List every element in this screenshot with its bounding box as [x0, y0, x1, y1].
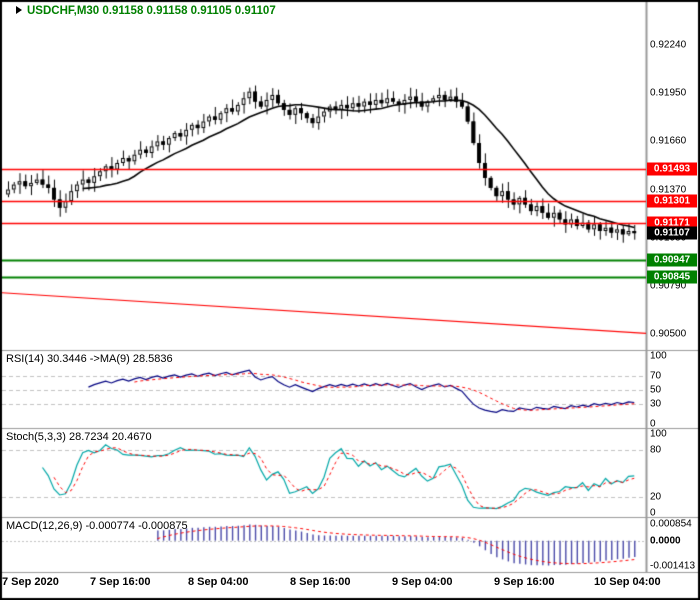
price-tick-label: 0.91370 [650, 184, 687, 196]
macd-tick-label: 0.000854 [650, 518, 692, 530]
chart-ohlc-header: USDCHF,M30 0.91158 0.91158 0.91105 0.911… [16, 5, 276, 17]
ohlc-text: USDCHF,M30 0.91158 0.91158 0.91105 0.911… [27, 5, 276, 17]
price-level-tag-resistance: 0.91301 [647, 194, 697, 208]
rsi-header: RSI(14) 30.3446 ->MA(9) 28.5836 [6, 353, 173, 365]
rsi-tick-label: 70 [650, 370, 662, 382]
time-axis-label: 8 Sep 16:00 [290, 576, 351, 588]
price-level-tag-resistance: 0.91493 [647, 162, 697, 176]
price-level-tag-resistance: 0.91171 [647, 216, 697, 230]
price-tick-label: 0.90500 [650, 328, 687, 340]
rsi-tick-label: 100 [650, 350, 667, 362]
price-tick-label: 0.91660 [650, 135, 687, 147]
stoch-tick-label: 100 [650, 428, 667, 440]
time-axis-label: 7 Sep 2020 [2, 576, 59, 588]
time-axis-label: 9 Sep 04:00 [392, 576, 453, 588]
macd-tick-label: -0.001413 [650, 560, 696, 572]
price-level-tag-current-price: 0.91107 [647, 226, 697, 240]
stoch-header: Stoch(5,3,3) 28.7234 20.4670 [6, 431, 152, 443]
rsi-tick-label: 50 [650, 384, 662, 396]
rsi-tick-label: 0 [650, 418, 656, 430]
rsi-tick-label: 30 [650, 398, 662, 410]
macd-tick-label: 0.0000 [650, 535, 681, 547]
stoch-tick-label: 0 [650, 507, 656, 519]
price-level-tag-support: 0.90845 [647, 270, 697, 284]
symbol-marker-icon [16, 6, 22, 14]
price-level-tag-support: 0.90947 [647, 253, 697, 267]
time-axis-label: 8 Sep 04:00 [188, 576, 249, 588]
time-axis-label: 7 Sep 16:00 [90, 576, 151, 588]
time-axis-label: 9 Sep 16:00 [494, 576, 555, 588]
price-tick-label: 0.90790 [650, 280, 687, 292]
price-tick-label: 0.91950 [650, 87, 687, 99]
macd-header: MACD(12,26,9) -0.000774 -0.000875 [6, 520, 188, 532]
price-tick-label: 0.92240 [650, 39, 687, 51]
time-axis-label: 10 Sep 04:00 [594, 576, 661, 588]
stoch-tick-label: 80 [650, 444, 662, 456]
stoch-tick-label: 20 [650, 491, 662, 503]
